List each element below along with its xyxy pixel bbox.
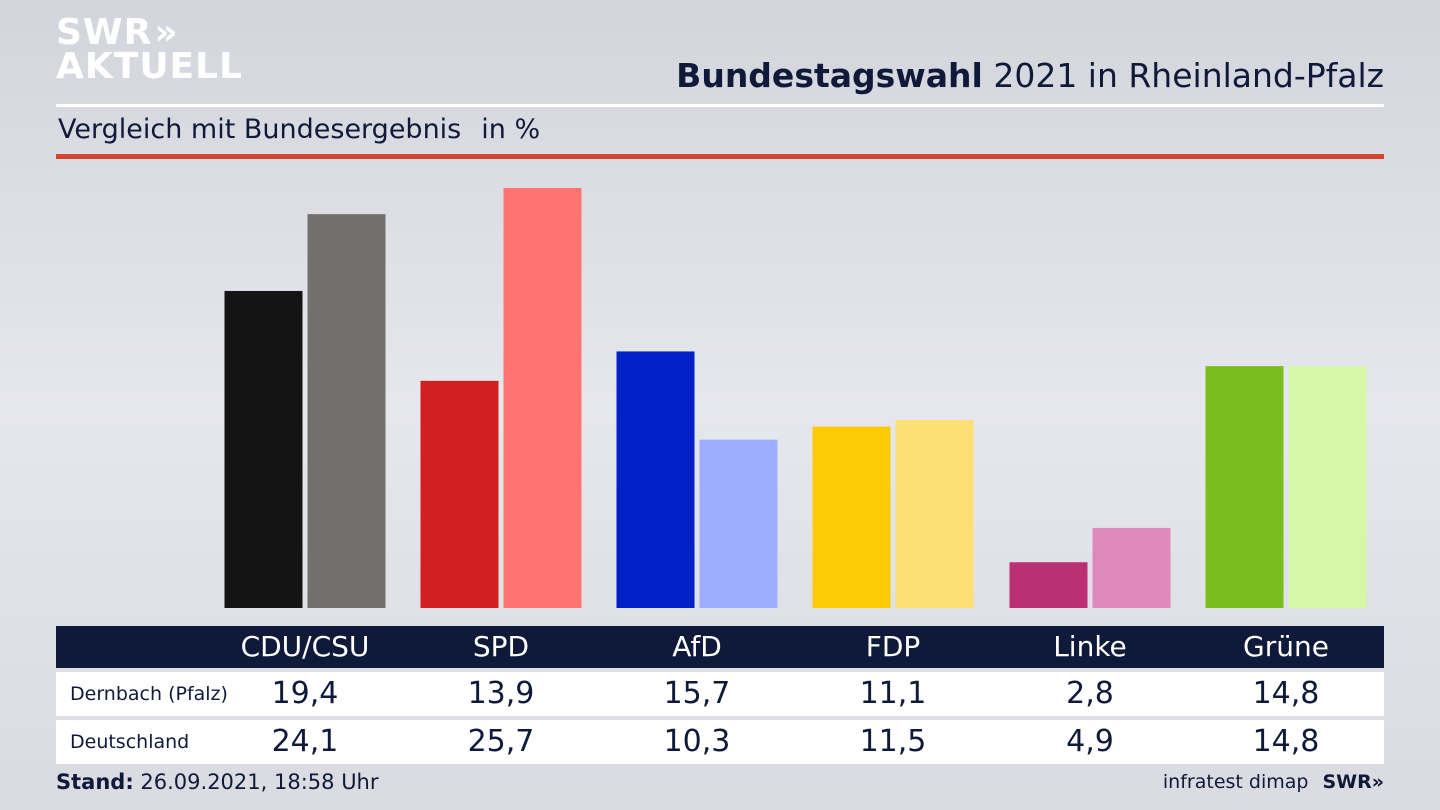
value-gr-ne-deutschland: 14,8	[1252, 724, 1320, 759]
column-header-cdu-csu: CDU/CSU	[240, 630, 370, 663]
accent-divider	[56, 154, 1384, 159]
column-header-gr-ne: Grüne	[1243, 630, 1329, 663]
column-header-spd: SPD	[472, 630, 530, 663]
header-divider	[56, 104, 1384, 107]
title-rest: 2021 in Rheinland-Pfalz	[993, 56, 1384, 95]
swr-aktuell-logo: SWR» AKTUELL	[56, 12, 244, 87]
bar-fdp-dernbach	[812, 426, 891, 608]
stand-value: 26.09.2021, 18:58 Uhr	[140, 770, 379, 794]
bar-linke-dernbach	[1009, 562, 1088, 608]
value-cdu-csu-dernbach: 19,4	[271, 676, 339, 711]
bar-spd-dernbach	[420, 380, 499, 608]
value-linke-deutschland: 4,9	[1066, 724, 1114, 759]
value-fdp-deutschland: 11,5	[859, 724, 927, 759]
unit-label: in %	[481, 114, 541, 145]
value-gr-ne-dernbach: 14,8	[1252, 676, 1320, 711]
value-spd-dernbach: 13,9	[467, 676, 535, 711]
column-header-fdp: FDP	[865, 630, 921, 663]
row-label-deutschland: Deutschland	[70, 731, 190, 753]
bar-cdu-csu-dernbach	[224, 290, 303, 608]
title-bold: Bundestagswahl	[676, 56, 983, 95]
swr-mini-logo: SWR»	[1322, 771, 1384, 793]
table-header-row: CDU/CSU SPD AfD FDP Linke Grüne	[56, 626, 1384, 668]
table-row-deutschland: Deutschland 24,1 25,7 10,3 11,5 4,9 14,8	[56, 720, 1384, 764]
value-linke-dernbach: 2,8	[1066, 676, 1114, 711]
stand-label: Stand:	[56, 770, 134, 794]
page-title: Bundestagswahl 2021 in Rheinland-Pfalz	[676, 56, 1384, 95]
bar-gr-ne-deutschland	[1288, 366, 1367, 608]
logo-line-1: SWR»	[56, 12, 179, 53]
timestamp: Stand: 26.09.2021, 18:58 Uhr	[56, 770, 379, 794]
bar-afd-deutschland	[699, 439, 778, 608]
chevrons-icon: »	[154, 12, 179, 53]
bar-fdp-deutschland	[895, 420, 974, 608]
bar-cdu-csu-deutschland	[307, 214, 386, 608]
value-fdp-dernbach: 11,1	[859, 676, 927, 711]
logo-line-2: AKTUELL	[56, 46, 244, 87]
subtitle-text: Vergleich mit Bundesergebnis	[58, 114, 462, 145]
value-afd-dernbach: 15,7	[663, 676, 731, 711]
source-text: infratest dimap	[1162, 771, 1309, 793]
results-table: CDU/CSU SPD AfD FDP Linke Grüne Dernbach (Pfa…	[56, 626, 1384, 764]
column-header-linke: Linke	[1053, 630, 1127, 663]
source-credit: infratest dimap SWR»	[1163, 771, 1384, 793]
bar-afd-dernbach	[616, 351, 695, 608]
value-afd-deutschland: 10,3	[663, 724, 731, 759]
value-cdu-csu-deutschland: 24,1	[271, 724, 339, 759]
chart-subtitle: Vergleich mit Bundesergebnis in %	[58, 114, 540, 145]
row-label-dernbach: Dernbach (Pfalz)	[70, 683, 228, 705]
bar-gr-ne-dernbach	[1205, 366, 1284, 608]
bar-spd-deutschland	[503, 188, 582, 608]
table-row-dernbach: Dernbach (Pfalz) 19,4 13,9 15,7 11,1 2,8 14,8	[56, 672, 1384, 716]
bar-linke-deutschland	[1092, 527, 1171, 608]
column-header-afd: AfD	[672, 630, 722, 663]
value-spd-deutschland: 25,7	[467, 724, 535, 759]
